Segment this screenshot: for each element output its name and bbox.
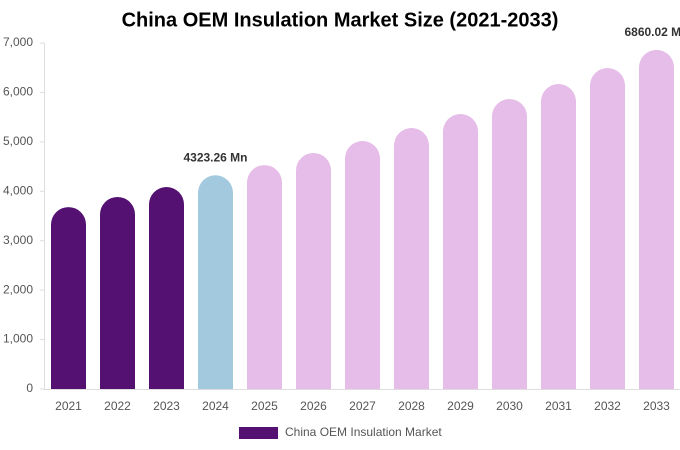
bar [51,207,86,389]
y-tick-label: 0 [26,381,33,395]
value-label: 4323.26 Mn [183,150,247,164]
y-tick-label: 4,000 [3,183,33,197]
y-tick-label: 3,000 [3,233,33,247]
bar [590,68,625,389]
y-tick-label: 2,000 [3,282,33,296]
bar [443,114,478,389]
bar [492,99,527,390]
x-tick-label: 2033 [643,399,670,413]
bar [541,84,576,390]
bar [198,175,233,389]
bar [345,141,380,389]
bar [639,49,674,390]
value-label: 6860.02 Mn [624,25,680,39]
y-tick-label: 7,000 [3,35,33,49]
x-tick-label: 2028 [398,399,425,413]
x-tick-label: 2030 [496,399,523,413]
bar [394,128,429,389]
bar [296,152,331,389]
y-tick-label: 5,000 [3,134,33,148]
x-tick-label: 2023 [153,399,180,413]
x-tick-label: 2025 [251,399,278,413]
x-tick-label: 2026 [300,399,327,413]
x-tick-label: 2032 [594,399,621,413]
x-tick-label: 2022 [104,399,131,413]
x-tick-label: 2029 [447,399,474,413]
x-tick-label: 2024 [202,399,229,413]
x-tick-label: 2031 [545,399,572,413]
bar [149,186,184,389]
bar [100,196,135,389]
x-tick-label: 2027 [349,399,376,413]
legend-swatch [239,427,278,439]
bar [247,165,282,389]
y-tick-label: 6,000 [3,85,33,99]
legend-label: China OEM Insulation Market [285,425,442,439]
chart-title: China OEM Insulation Market Size (2021-2… [122,9,559,31]
x-tick-label: 2021 [55,399,82,413]
y-tick-label: 1,000 [3,332,33,346]
